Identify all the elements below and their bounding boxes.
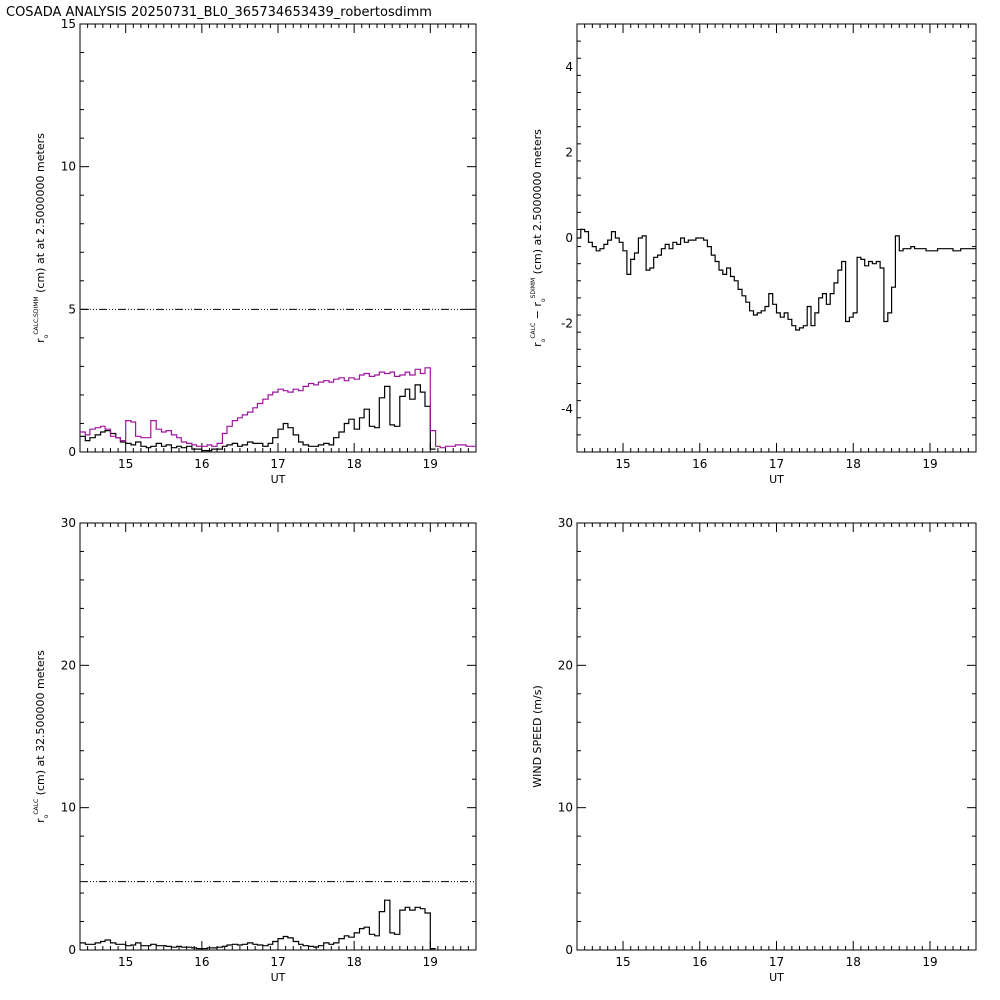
x-tick-label: 16 [692,457,707,471]
series-line-1 [80,367,476,449]
x-tick-label: 15 [118,955,133,969]
plot-frame [576,522,977,951]
y-axis-label: roCALC − roSDIMM (cm) at 2.5000000 meter… [530,129,547,347]
series-line-0 [80,384,436,452]
x-tick-label: 17 [769,955,784,969]
x-axis-label: UT [769,971,784,984]
x-tick-label: 19 [423,457,438,471]
y-tick-label: 10 [558,801,573,815]
plot-frame [79,23,477,453]
y-tick-label: 20 [61,658,76,672]
y-axis-label: WIND SPEED (m/s) [531,685,544,788]
x-tick-label: 17 [270,955,285,969]
x-tick-label: 19 [922,457,937,471]
x-tick-label: 18 [347,955,362,969]
x-axis-label: UT [271,473,286,486]
y-tick-label: 30 [558,516,573,530]
x-tick-label: 17 [270,457,285,471]
y-tick-label: 0 [565,943,573,957]
x-tick-label: 16 [692,955,707,969]
plot-frame [576,23,977,453]
x-tick-label: 15 [615,457,630,471]
y-tick-label: 20 [558,658,573,672]
x-tick-label: 15 [118,457,133,471]
x-tick-label: 19 [423,955,438,969]
series-line-0 [577,228,976,331]
y-tick-label: -4 [561,402,573,416]
y-tick-label: 30 [61,516,76,530]
panels: 15 16 17 18 19 0 5 10 15 UT roCALC,SDIMM (cm) at a… [33,17,977,984]
y-tick-label: 10 [61,801,76,815]
plot-frame [79,522,477,951]
y-tick-label: -2 [561,317,573,331]
y-tick-label: 4 [565,60,573,74]
x-tick-label: 15 [615,955,630,969]
x-tick-label: 16 [194,955,209,969]
figure-title: COSADA ANALYSIS 20250731_BL0_36573465343… [6,5,432,20]
x-tick-label: 16 [194,457,209,471]
panel-wind-speed: 15 16 17 18 19 0 10 20 30 UT WIND SPEED (m/s) [531,516,977,984]
x-tick-label: 17 [769,457,784,471]
y-axis-label: roCALC (cm) at 32.500000 meters [33,650,50,823]
x-axis-label: UT [769,473,784,486]
x-axis-label: UT [271,971,286,984]
y-tick-label: 5 [68,302,76,316]
y-tick-label: 0 [68,445,76,459]
y-tick-label: 10 [61,160,76,174]
panel-r0-calc-sdimm: 15 16 17 18 19 0 5 10 15 UT roCALC,SDIMM (cm) at a… [33,17,477,486]
y-tick-label: 2 [565,145,573,159]
panel-r0-difference: 15 16 17 18 19 -4 -2 0 2 4 UT roCALC − roSDIMM (cm)… [530,23,977,486]
y-tick-label: 0 [565,231,573,245]
panel-r0-calc-32m: 15 16 17 18 19 0 10 20 30 UT roCALC (cm) at 32.500… [33,516,477,984]
y-tick-label: 0 [68,943,76,957]
x-tick-label: 18 [846,457,861,471]
series-line-0 [80,899,436,950]
y-tick-label: 15 [61,17,76,31]
x-tick-label: 18 [846,955,861,969]
y-axis-label: roCALC,SDIMM (cm) at at 2.5000000 meters [33,133,50,343]
x-tick-label: 18 [347,457,362,471]
x-tick-label: 19 [922,955,937,969]
